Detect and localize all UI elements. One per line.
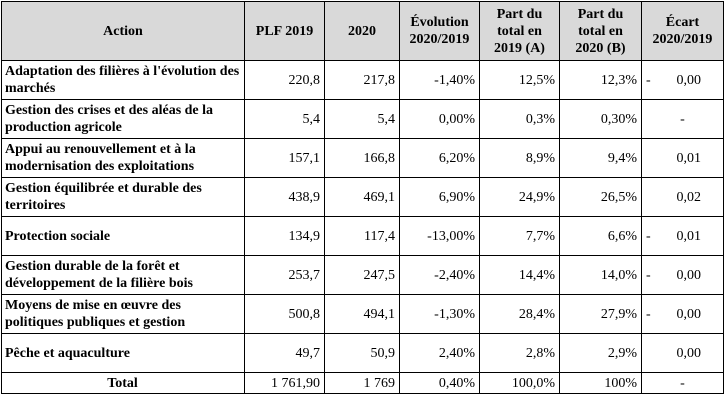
cell: 14,0% xyxy=(559,255,642,295)
cell: 7,7% xyxy=(479,216,560,256)
cell: 469,1 xyxy=(324,177,400,217)
cell: 0,00% xyxy=(399,99,480,139)
cell: 1 761,90 xyxy=(244,372,325,394)
ecart-wrap: - 0,00 xyxy=(646,72,719,89)
cell: 14,4% xyxy=(479,255,560,295)
ecart-sign: - xyxy=(646,72,651,88)
cell: 24,9% xyxy=(479,177,560,217)
cell: 0,3% xyxy=(479,99,560,139)
cell: 494,1 xyxy=(324,294,400,334)
total-row: Total 1 761,90 1 769 0,40% 100,0% 100% - xyxy=(1,372,724,394)
data-row: Adaptation des filières à l'évolution de… xyxy=(1,60,724,100)
table-body: Adaptation des filières à l'évolution de… xyxy=(1,60,724,394)
data-row: Moyens de mise en œuvre des politiques p… xyxy=(1,294,724,334)
cell: 500,8 xyxy=(244,294,325,334)
cell: -2,40% xyxy=(399,255,480,295)
cell: 50,9 xyxy=(324,333,400,373)
cell: 100% xyxy=(559,372,642,394)
row-label: Adaptation des filières à l'évolution de… xyxy=(1,60,245,100)
row-label: Protection sociale xyxy=(1,216,245,256)
cell: 117,4 xyxy=(324,216,400,256)
cell: - xyxy=(641,99,724,139)
header-cell: Écart 2020/2019 xyxy=(641,1,724,61)
row-label: Appui au renouvellement et à la modernis… xyxy=(1,138,245,178)
cell: 27,9% xyxy=(559,294,642,334)
cell: 5,4 xyxy=(324,99,400,139)
header-cell: Part du total en 2019 (A) xyxy=(479,1,560,61)
row-label: Moyens de mise en œuvre des politiques p… xyxy=(1,294,245,334)
header-cell: Action xyxy=(1,1,245,61)
ecart-value: 0,01 xyxy=(676,228,702,244)
cell: 217,8 xyxy=(324,60,400,100)
ecart-sign: - xyxy=(646,267,651,283)
budget-table: Action PLF 2019 2020 Évolution 2020/2019 Par… xyxy=(1,1,724,394)
cell: 2,40% xyxy=(399,333,480,373)
row-label: Gestion durable de la forêt et développe… xyxy=(1,255,245,295)
ecart-value: 0,00 xyxy=(676,267,702,283)
data-row: Gestion équilibrée et durable des territ… xyxy=(1,177,724,217)
cell: 2,9% xyxy=(559,333,642,373)
ecart-wrap: - 0,01 xyxy=(646,228,719,245)
cell: 5,4 xyxy=(244,99,325,139)
cell: 0,02 xyxy=(641,177,724,217)
ecart-cell: - 0,00 xyxy=(641,255,724,295)
cell: 28,4% xyxy=(479,294,560,334)
cell: 8,9% xyxy=(479,138,560,178)
ecart-cell: - 0,01 xyxy=(641,216,724,256)
row-label: Total xyxy=(1,372,245,394)
cell: 220,8 xyxy=(244,60,325,100)
data-row: Protection sociale 134,9 117,4 -13,00% 7,7% 6… xyxy=(1,216,724,256)
cell: 26,5% xyxy=(559,177,642,217)
cell: 0,01 xyxy=(641,138,724,178)
ecart-wrap: - 0,00 xyxy=(646,306,719,323)
cell: 6,6% xyxy=(559,216,642,256)
row-label: Pêche et aquaculture xyxy=(1,333,245,373)
cell: 1 769 xyxy=(324,372,400,394)
cell: 12,3% xyxy=(559,60,642,100)
header-cell: 2020 xyxy=(324,1,400,61)
ecart-sign: - xyxy=(646,228,651,244)
cell: 157,1 xyxy=(244,138,325,178)
cell: 253,7 xyxy=(244,255,325,295)
ecart-cell: - 0,00 xyxy=(641,60,724,100)
ecart-value: 0,00 xyxy=(676,72,702,88)
cell: 12,5% xyxy=(479,60,560,100)
cell: -13,00% xyxy=(399,216,480,256)
ecart-wrap: - 0,00 xyxy=(646,267,719,284)
cell: 166,8 xyxy=(324,138,400,178)
data-row: Gestion durable de la forêt et développe… xyxy=(1,255,724,295)
ecart-sign: - xyxy=(646,306,651,322)
header-cell: PLF 2019 xyxy=(244,1,325,61)
ecart-value: 0,00 xyxy=(676,306,702,322)
data-row: Pêche et aquaculture 49,7 50,9 2,40% 2,8% 2,9… xyxy=(1,333,724,373)
cell: 6,20% xyxy=(399,138,480,178)
row-label: Gestion équilibrée et durable des territ… xyxy=(1,177,245,217)
cell: 2,8% xyxy=(479,333,560,373)
cell: 6,90% xyxy=(399,177,480,217)
data-row: Gestion des crises et des aléas de la pr… xyxy=(1,99,724,139)
cell: 134,9 xyxy=(244,216,325,256)
cell: -1,40% xyxy=(399,60,480,100)
cell: 100,0% xyxy=(479,372,560,394)
data-row: Appui au renouvellement et à la modernis… xyxy=(1,138,724,178)
cell: -1,30% xyxy=(399,294,480,334)
cell: 0,40% xyxy=(399,372,480,394)
header-cell: Part du total en 2020 (B) xyxy=(559,1,642,61)
header-cell: Évolution 2020/2019 xyxy=(399,1,480,61)
row-label: Gestion des crises et des aléas de la pr… xyxy=(1,99,245,139)
cell: - xyxy=(641,372,724,394)
cell: 438,9 xyxy=(244,177,325,217)
cell: 247,5 xyxy=(324,255,400,295)
cell: 49,7 xyxy=(244,333,325,373)
cell: 0,00 xyxy=(641,333,724,373)
cell: 9,4% xyxy=(559,138,642,178)
ecart-cell: - 0,00 xyxy=(641,294,724,334)
header-row: Action PLF 2019 2020 Évolution 2020/2019 Par… xyxy=(1,1,724,61)
cell: 0,30% xyxy=(559,99,642,139)
